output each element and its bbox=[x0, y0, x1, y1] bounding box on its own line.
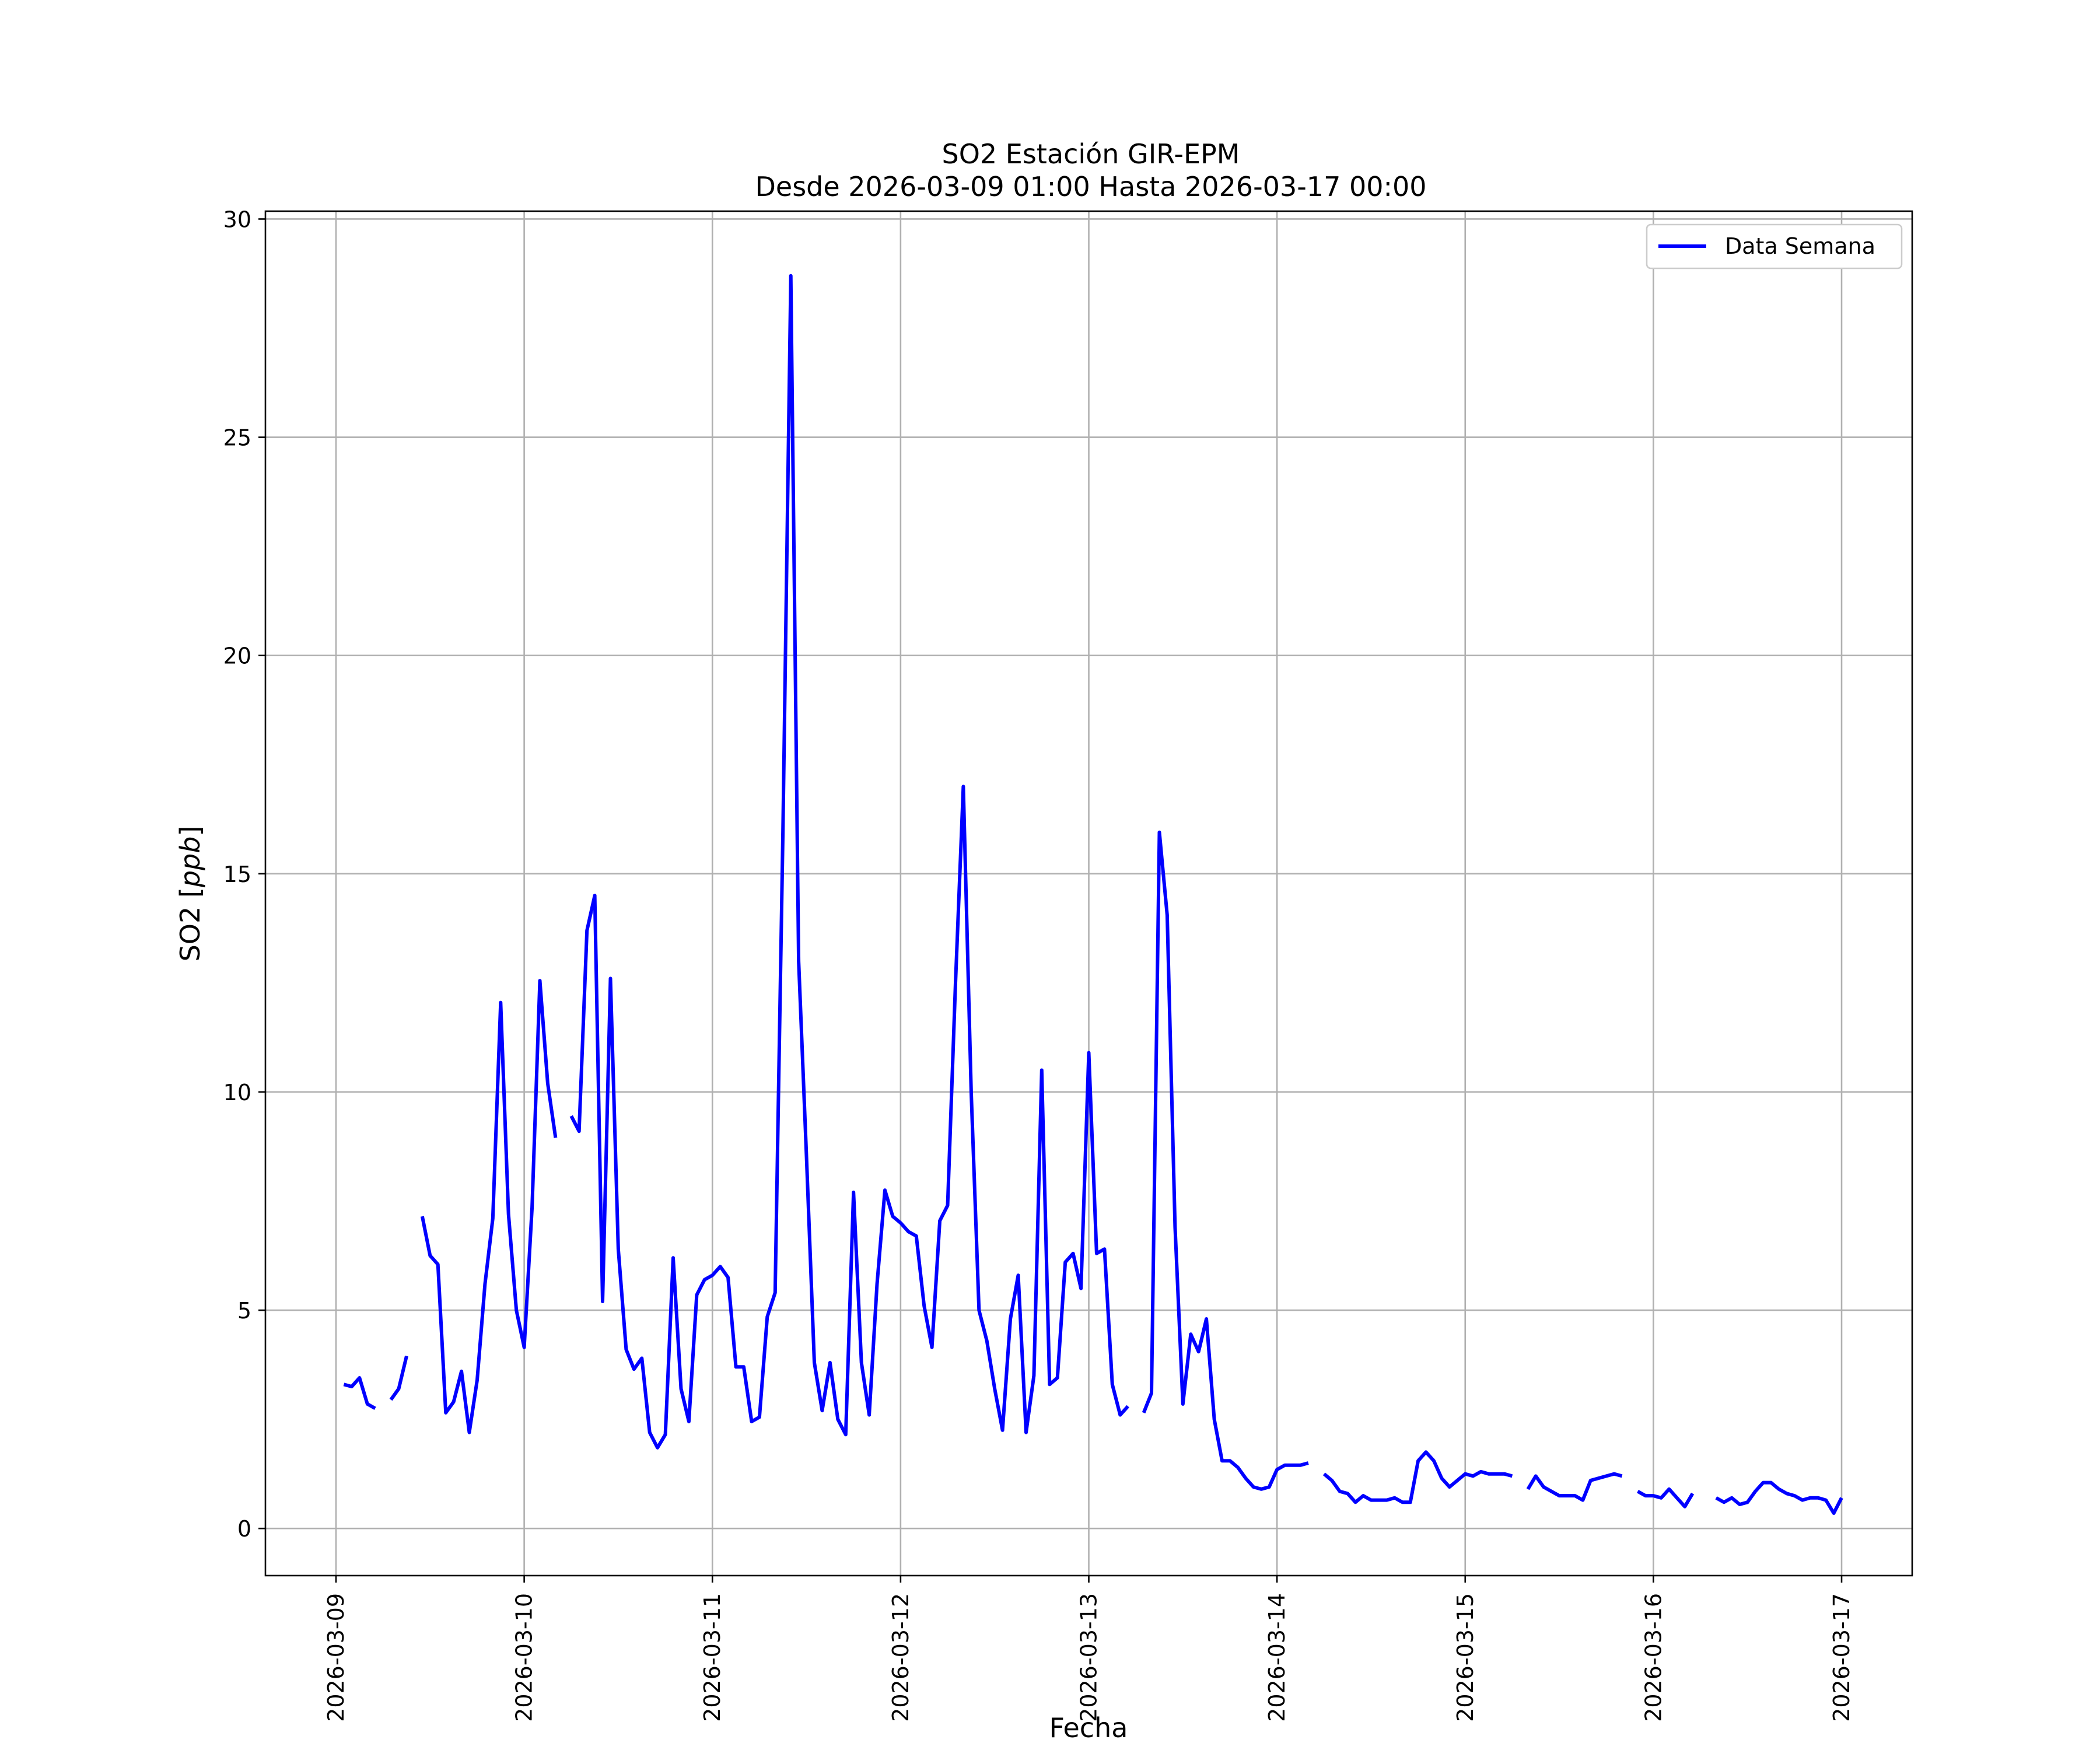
x-tick-label: 2026-03-13 bbox=[1076, 1593, 1102, 1722]
y-tick-label: 25 bbox=[223, 425, 251, 451]
series-line-segment bbox=[1322, 1450, 1513, 1504]
y-axis-label-prefix: SO2 [ bbox=[174, 887, 206, 961]
series-line-segment bbox=[343, 1376, 376, 1410]
y-tick-label: 30 bbox=[223, 206, 251, 232]
y-tick-label: 20 bbox=[223, 643, 251, 669]
x-tick-label: 2026-03-16 bbox=[1640, 1593, 1666, 1722]
y-tick-label: 5 bbox=[237, 1298, 251, 1324]
series-line-segment bbox=[1526, 1472, 1623, 1502]
x-tick-label: 2026-03-14 bbox=[1264, 1593, 1290, 1722]
series-layer bbox=[343, 274, 1843, 1515]
legend-label-data-semana: Data Semana bbox=[1725, 233, 1875, 259]
x-tick-label: 2026-03-09 bbox=[323, 1593, 349, 1722]
y-axis-label-suffix: ] bbox=[174, 826, 206, 836]
x-tick-label: 2026-03-11 bbox=[699, 1593, 725, 1722]
series-line-segment bbox=[1637, 1487, 1695, 1508]
y-tick-label: 10 bbox=[223, 1080, 251, 1105]
series-line-segment bbox=[389, 1355, 408, 1401]
chart-title: SO2 Estación GIR-EPM bbox=[942, 138, 1240, 170]
y-tick-label: 15 bbox=[223, 862, 251, 887]
series-line-segment bbox=[420, 979, 558, 1434]
series-line-segment bbox=[1142, 830, 1309, 1491]
grid bbox=[265, 211, 1912, 1576]
x-tick-label: 2026-03-17 bbox=[1829, 1593, 1854, 1722]
x-axis-ticks: 2026-03-09 2026-03-10 2026-03-11 2026-03-12… bbox=[323, 1576, 1854, 1722]
y-axis-label-unit: ppb bbox=[174, 836, 206, 888]
series-line-segment bbox=[1715, 1480, 1843, 1515]
chart-subtitle: Desde 2026-03-09 01:00 Hasta 2026-03-17 … bbox=[755, 171, 1426, 202]
legend: Data Semana bbox=[1646, 223, 1903, 270]
x-axis-label: Fecha bbox=[1049, 1712, 1128, 1744]
legend-box bbox=[1646, 223, 1903, 270]
x-tick-label: 2026-03-15 bbox=[1452, 1593, 1478, 1722]
y-tick-label: 0 bbox=[237, 1516, 251, 1542]
series-line-segment bbox=[569, 274, 1129, 1450]
y-axis-ticks: 0 5 10 15 20 25 30 bbox=[223, 206, 265, 1542]
y-axis-label: SO2 [ppb] bbox=[174, 826, 206, 962]
x-tick-label: 2026-03-10 bbox=[512, 1593, 537, 1722]
x-tick-label: 2026-03-12 bbox=[888, 1593, 914, 1722]
